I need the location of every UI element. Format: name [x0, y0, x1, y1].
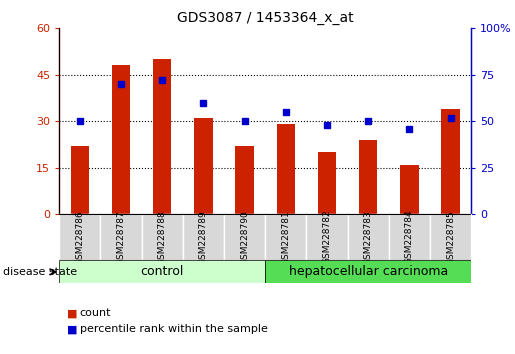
- Bar: [153, 59, 171, 214]
- Bar: [306, 214, 348, 260]
- Text: control: control: [141, 265, 184, 278]
- Text: GSM228781: GSM228781: [281, 210, 290, 264]
- Bar: [183, 214, 224, 260]
- Bar: [59, 260, 265, 283]
- Bar: [235, 146, 254, 214]
- Text: hepatocellular carcinoma: hepatocellular carcinoma: [288, 265, 448, 278]
- Bar: [59, 214, 100, 260]
- Text: GSM228788: GSM228788: [158, 210, 167, 264]
- Text: GSM228782: GSM228782: [322, 210, 332, 264]
- Text: GSM228789: GSM228789: [199, 210, 208, 264]
- Text: GSM228787: GSM228787: [116, 210, 126, 264]
- Bar: [224, 214, 265, 260]
- Text: GSM228786: GSM228786: [75, 210, 84, 264]
- Bar: [389, 214, 430, 260]
- Bar: [142, 214, 183, 260]
- Bar: [441, 109, 460, 214]
- Text: percentile rank within the sample: percentile rank within the sample: [80, 324, 268, 334]
- Text: GSM228783: GSM228783: [364, 210, 373, 264]
- Text: disease state: disease state: [3, 267, 77, 277]
- Bar: [348, 214, 389, 260]
- Bar: [194, 118, 213, 214]
- Text: ■: ■: [67, 324, 77, 334]
- Text: GSM228785: GSM228785: [446, 210, 455, 264]
- Text: count: count: [80, 308, 111, 318]
- Bar: [71, 146, 89, 214]
- Bar: [277, 124, 295, 214]
- Bar: [100, 214, 142, 260]
- Bar: [112, 65, 130, 214]
- Bar: [400, 165, 419, 214]
- Text: ■: ■: [67, 308, 77, 318]
- Text: GSM228790: GSM228790: [240, 210, 249, 264]
- Bar: [318, 152, 336, 214]
- Bar: [265, 260, 471, 283]
- Text: GSM228784: GSM228784: [405, 210, 414, 264]
- Bar: [430, 214, 471, 260]
- Title: GDS3087 / 1453364_x_at: GDS3087 / 1453364_x_at: [177, 11, 353, 24]
- Bar: [265, 214, 306, 260]
- Bar: [359, 140, 377, 214]
